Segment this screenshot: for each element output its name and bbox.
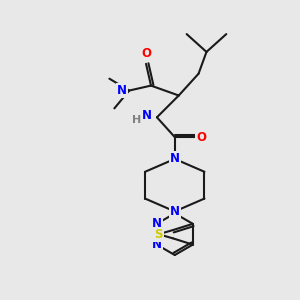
Text: N: N [152,217,162,230]
Text: N: N [170,152,180,165]
Text: O: O [196,130,206,144]
Text: N: N [152,238,162,251]
Text: N: N [142,109,152,122]
Text: H: H [133,115,142,125]
Text: N: N [117,84,127,97]
Text: O: O [141,47,151,60]
Text: N: N [170,205,180,218]
Text: S: S [154,228,163,241]
